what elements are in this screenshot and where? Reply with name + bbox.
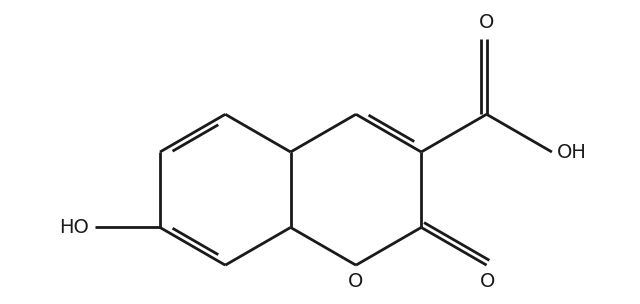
- Text: O: O: [348, 272, 364, 291]
- Text: O: O: [480, 272, 495, 291]
- Text: HO: HO: [60, 218, 90, 237]
- Text: OH: OH: [557, 143, 587, 161]
- Text: O: O: [479, 13, 494, 32]
